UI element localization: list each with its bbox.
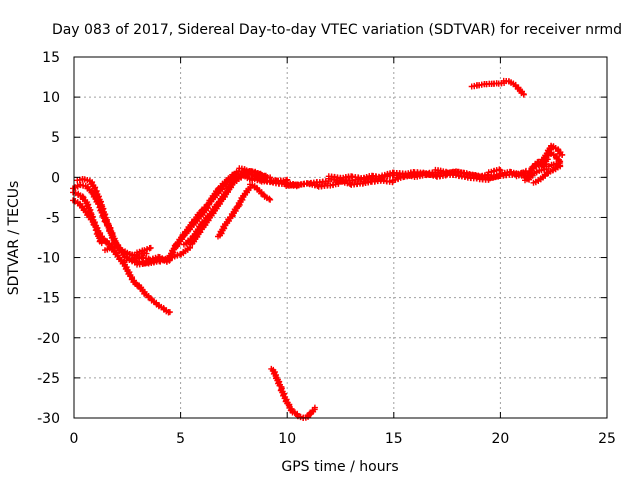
- x-tick-label: 5: [176, 431, 185, 447]
- x-axis-label: GPS time / hours: [281, 459, 398, 475]
- data-series: [268, 365, 318, 421]
- data-point: [557, 162, 564, 169]
- data-series: [70, 189, 105, 247]
- y-tick-label: -20: [37, 331, 60, 347]
- data-point: [559, 151, 566, 158]
- y-tick-label: -15: [37, 291, 60, 307]
- x-tick-label: 15: [385, 431, 403, 447]
- data-layer: [70, 77, 566, 421]
- data-series: [325, 166, 504, 182]
- data-point: [166, 309, 173, 316]
- y-tick-label: -25: [37, 371, 60, 387]
- data-point: [267, 196, 274, 203]
- grid: [74, 57, 607, 418]
- y-tick-label: 0: [51, 170, 60, 186]
- data-series: [215, 181, 274, 240]
- x-tick-labels: 0 5 10 15 20 25: [70, 431, 616, 447]
- chart-title: Day 083 of 2017, Sidereal Day-to-day VTE…: [52, 22, 622, 38]
- data-point: [267, 174, 274, 181]
- y-tick-label: 5: [51, 130, 60, 146]
- data-series: [134, 169, 301, 268]
- x-tick-label: 20: [491, 431, 509, 447]
- data-series: [528, 142, 566, 172]
- x-tick-label: 10: [278, 431, 296, 447]
- y-tick-labels: 15 10 5 0 -5 -10 -15 -20 -25 -30: [37, 50, 60, 427]
- data-series: [180, 168, 274, 248]
- data-point: [311, 404, 318, 411]
- data-point: [497, 167, 504, 174]
- plot-frame: [73, 56, 608, 419]
- y-tick-label: -5: [46, 210, 60, 226]
- data-point: [522, 167, 529, 174]
- data-point: [463, 170, 470, 177]
- y-tick-label: 15: [42, 50, 60, 66]
- data-point: [496, 166, 503, 173]
- ticks: [73, 56, 608, 419]
- data-point: [98, 240, 105, 247]
- y-tick-label: 10: [42, 90, 60, 106]
- y-tick-label: -30: [37, 411, 60, 427]
- data-point: [520, 91, 527, 98]
- data-point: [147, 244, 154, 251]
- y-axis-label: SDTVAR / TECUs: [6, 181, 22, 296]
- y-tick-label: -10: [37, 251, 60, 267]
- data-series: [468, 77, 527, 98]
- data-series: [530, 162, 564, 186]
- data-series: [102, 243, 154, 259]
- x-tick-label: 25: [598, 431, 616, 447]
- x-tick-label: 0: [70, 431, 79, 447]
